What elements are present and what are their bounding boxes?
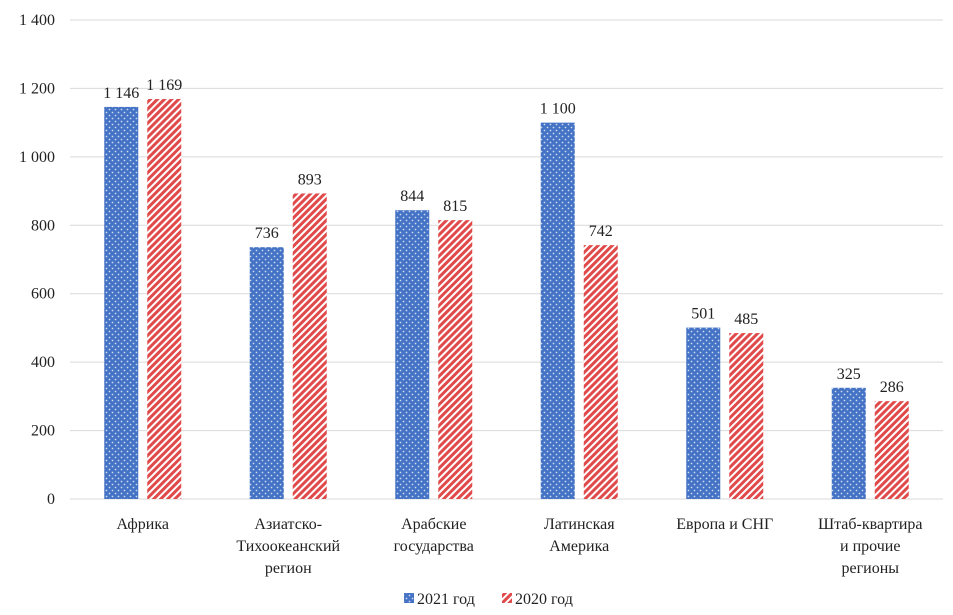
y-tick-label: 1 400: [19, 12, 55, 29]
y-tick-label: 0: [47, 491, 55, 508]
y-tick-label: 1 200: [19, 80, 55, 97]
legend-swatch: [502, 593, 512, 603]
data-label: 325: [837, 366, 861, 383]
data-label: 286: [880, 379, 904, 396]
bar-2021: [831, 387, 866, 499]
bar-2020: [438, 220, 473, 499]
legend-swatch: [404, 593, 414, 603]
y-tick-label: 200: [31, 423, 55, 440]
data-labels: 1 146 1 169 736 893 844 815 1 100 742 501 485 325 2…: [103, 77, 904, 396]
data-label: 742: [589, 223, 613, 240]
y-axis-ticks: 0 200 400 600 800 1 000 1 200 1 400: [19, 12, 55, 508]
data-label: 485: [734, 311, 758, 328]
bar-2020: [583, 245, 618, 499]
category-label: государства: [394, 538, 474, 555]
legend-label: 2021 год: [417, 591, 475, 608]
bar-2021: [540, 122, 575, 500]
y-tick-label: 600: [31, 286, 55, 303]
bar-2020: [729, 333, 764, 499]
data-label: 815: [443, 198, 467, 215]
category-label: Арабские: [401, 516, 466, 533]
bar-2021: [395, 210, 430, 499]
category-label: Америка: [549, 538, 609, 555]
data-label: 1 169: [146, 77, 182, 94]
bar-2021: [104, 106, 139, 499]
y-tick-label: 400: [31, 354, 55, 371]
legend-label: 2020 год: [515, 591, 573, 608]
category-label: Латинская: [544, 516, 615, 533]
category-label: регион: [265, 560, 312, 577]
y-tick-label: 1 000: [19, 149, 55, 166]
x-axis-categories: Африка Азиатско- Тихоокеанский регион Арабск…: [116, 516, 922, 577]
data-label: 501: [691, 306, 715, 323]
category-label: Африка: [116, 516, 169, 533]
category-label: регионы: [841, 560, 899, 577]
y-tick-label: 800: [31, 217, 55, 234]
data-label: 844: [400, 188, 424, 205]
bar-2021: [249, 247, 284, 499]
bar-2020: [874, 401, 909, 499]
gridlines: [70, 19, 943, 500]
data-label: 736: [255, 225, 279, 242]
bar-2021: [686, 327, 721, 499]
data-label: 1 146: [103, 85, 139, 102]
bar-2020: [292, 193, 327, 499]
bar-2020: [147, 99, 182, 499]
category-label: Азиатско-: [254, 516, 322, 533]
category-label: и прочие: [840, 538, 900, 555]
category-label: Европа и СНГ: [676, 516, 773, 533]
bars: [104, 99, 909, 500]
category-label: Тихоокеанский: [236, 538, 340, 555]
legend: 2021 год 2020 год: [404, 591, 573, 608]
category-label: Штаб-квартира: [818, 516, 923, 533]
data-label: 893: [298, 171, 322, 188]
data-label: 1 100: [540, 101, 576, 118]
